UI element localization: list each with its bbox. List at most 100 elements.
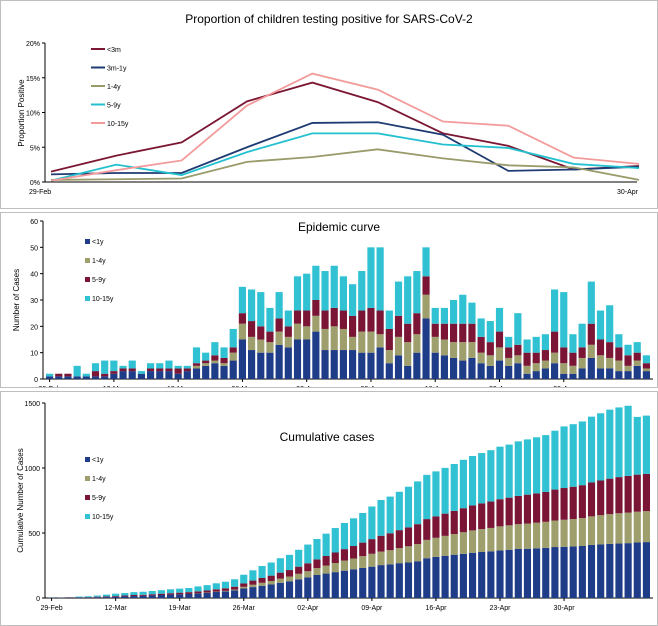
y-tick-label: 0% bbox=[30, 180, 40, 187]
bar-segment-1 bbox=[249, 584, 257, 588]
bar-segment-1 bbox=[496, 526, 504, 551]
x-tick-label: 02-Apr bbox=[296, 386, 318, 387]
bar-segment-2 bbox=[231, 586, 239, 590]
bar-segment-0 bbox=[203, 592, 211, 598]
bar-segment-0 bbox=[533, 548, 541, 598]
bar-segment-3 bbox=[560, 292, 568, 348]
bar-segment-0 bbox=[423, 558, 431, 598]
bar-segment-2 bbox=[119, 368, 127, 372]
bar-segment-0 bbox=[176, 594, 184, 598]
bar-segment-0 bbox=[385, 363, 393, 379]
bar-segment-1 bbox=[221, 590, 230, 592]
bar-segment-1 bbox=[468, 530, 477, 553]
y-tick-label: 20% bbox=[26, 41, 40, 48]
bar-segment-2 bbox=[395, 530, 403, 549]
bar-segment-1 bbox=[340, 560, 348, 571]
bar-segment-3 bbox=[633, 416, 641, 475]
bar-segment-2 bbox=[212, 589, 220, 592]
bar-segment-0 bbox=[432, 556, 440, 598]
bar-segment-0 bbox=[541, 368, 549, 379]
bar-segment-2 bbox=[541, 350, 549, 361]
bar-segment-0 bbox=[615, 371, 623, 379]
bar-segment-3 bbox=[551, 430, 559, 490]
bar-segment-0 bbox=[46, 376, 54, 379]
bar-segment-2 bbox=[221, 588, 230, 591]
legend-label-2: 1-4y bbox=[107, 84, 121, 91]
bar-segment-2 bbox=[496, 499, 504, 527]
bar-segment-3 bbox=[249, 570, 257, 581]
bar-segment-3 bbox=[165, 360, 173, 369]
bar-segment-0 bbox=[220, 365, 228, 379]
y-tick-label: 10 bbox=[30, 351, 38, 358]
x-tick-label: 16-Apr bbox=[425, 605, 447, 612]
bar-segment-1 bbox=[468, 342, 476, 358]
bar-segment-3 bbox=[367, 247, 375, 308]
bar-segment-1 bbox=[229, 352, 237, 361]
legend-label-3: 10-15y bbox=[92, 296, 114, 303]
y-tick-label: 60 bbox=[30, 219, 38, 226]
bar-segment-0 bbox=[468, 552, 477, 598]
bar-segment-2 bbox=[523, 494, 532, 524]
bar-segment-2 bbox=[478, 503, 486, 530]
x-tick-label: 09-Apr bbox=[361, 605, 383, 612]
bar-segment-1 bbox=[211, 360, 219, 364]
bar-segment-2 bbox=[258, 577, 266, 583]
bar-segment-0 bbox=[148, 595, 156, 598]
bar-segment-0 bbox=[422, 318, 430, 379]
bar-segment-3 bbox=[102, 594, 111, 597]
bar-segment-3 bbox=[495, 307, 504, 332]
bar-segment-3 bbox=[304, 544, 312, 564]
bar-segment-3 bbox=[229, 328, 237, 348]
bar-segment-2 bbox=[423, 519, 431, 540]
bar-segment-1 bbox=[202, 363, 210, 366]
bar-segment-0 bbox=[578, 546, 586, 598]
bar-segment-3 bbox=[413, 271, 421, 314]
bar-segment-2 bbox=[413, 313, 421, 335]
bar-segment-3 bbox=[174, 365, 182, 369]
bar-segment-0 bbox=[73, 376, 81, 379]
bar-segment-2 bbox=[192, 363, 201, 366]
legend-label-0: <1y bbox=[92, 239, 104, 246]
bar-segment-3 bbox=[596, 310, 605, 340]
bar-segment-0 bbox=[258, 585, 266, 598]
bar-segment-3 bbox=[606, 409, 614, 479]
y-tick-label: 0 bbox=[34, 377, 38, 384]
bar-segment-2 bbox=[404, 323, 412, 343]
y-tick-label: 10% bbox=[26, 111, 40, 118]
bar-segment-3 bbox=[202, 352, 210, 361]
bar-segment-0 bbox=[284, 347, 292, 379]
bar-segment-2 bbox=[284, 326, 292, 337]
bar-segment-1 bbox=[587, 344, 595, 358]
bar-segment-3 bbox=[266, 307, 274, 332]
bar-segment-3 bbox=[212, 583, 220, 590]
bar-segment-3 bbox=[386, 496, 394, 534]
bar-segment-2 bbox=[55, 373, 63, 377]
bar-segment-3 bbox=[633, 342, 641, 353]
bar-segment-0 bbox=[633, 365, 641, 379]
bar-segment-2 bbox=[477, 336, 485, 353]
bar-segment-0 bbox=[514, 548, 522, 598]
bar-segment-2 bbox=[303, 310, 311, 327]
bar-segment-0 bbox=[137, 373, 145, 379]
bar-segment-2 bbox=[560, 488, 568, 520]
bar-segment-0 bbox=[322, 573, 330, 598]
x-tick-label: 23-Apr bbox=[489, 605, 511, 612]
cumulative-cases-panel: Cumulative cases 0 500 1000 1500 29-Feb 12-Mar… bbox=[0, 391, 658, 626]
x-tick-label: 19-Mar bbox=[169, 605, 192, 612]
x-tick-label: 29-Feb bbox=[38, 386, 60, 387]
bar-segment-3 bbox=[542, 435, 550, 492]
bar-segment-0 bbox=[139, 595, 147, 598]
bar-segment-2 bbox=[578, 485, 586, 519]
bar-segment-3 bbox=[110, 360, 118, 372]
y-axis-label: Cumulative Number of Cases bbox=[16, 448, 25, 552]
bar-segment-3 bbox=[339, 276, 347, 311]
bar-segment-3 bbox=[376, 247, 384, 311]
bar-segment-1 bbox=[350, 558, 358, 570]
bar-segment-3 bbox=[478, 453, 486, 504]
bar-segment-3 bbox=[514, 441, 522, 496]
bar-segment-2 bbox=[359, 542, 367, 557]
bar-segment-0 bbox=[221, 591, 230, 598]
bar-segment-0 bbox=[266, 352, 274, 379]
bar-segment-1 bbox=[624, 512, 632, 544]
bar-segment-3 bbox=[285, 554, 294, 571]
